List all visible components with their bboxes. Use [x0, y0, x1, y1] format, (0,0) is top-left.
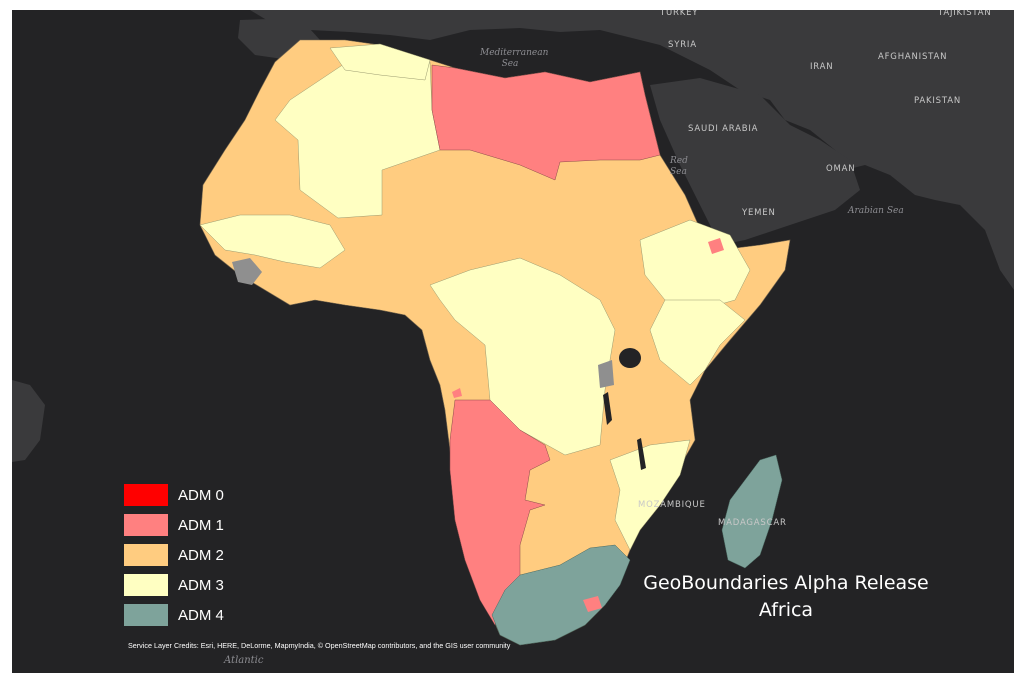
- water-label-arabian-sea: Arabian Sea: [848, 206, 904, 216]
- region-mozambique: [609, 439, 691, 551]
- legend-swatch-adm3: [124, 574, 168, 596]
- map-title: GeoBoundaries Alpha Release Africa: [616, 570, 956, 624]
- water-label-mediterranean: Mediterranean Sea: [480, 48, 549, 69]
- water-label-red-sea: Red Sea: [670, 156, 688, 177]
- map-title-line2: Africa: [758, 599, 814, 621]
- region-djibouti: [708, 238, 724, 254]
- region-rwanda-burundi: [598, 360, 614, 388]
- country-label-pakistan: PAKISTAN: [914, 96, 961, 106]
- country-label-madagascar: MADAGASCAR: [718, 518, 787, 528]
- legend-label-adm2: ADM 2: [178, 547, 224, 564]
- basemap-south-america-edge: [12, 380, 45, 462]
- legend-label-adm1: ADM 1: [178, 517, 224, 534]
- legend-label-adm4: ADM 4: [178, 607, 224, 624]
- country-label-oman: OMAN: [826, 164, 856, 174]
- map-title-line1: GeoBoundaries Alpha Release: [643, 572, 929, 594]
- country-label-afghanistan: AFGHANISTAN: [878, 52, 948, 62]
- region-angola-namibia: [449, 399, 551, 626]
- country-label-turkey: TURKEY: [660, 10, 699, 18]
- basemap-arabian-peninsula: [650, 78, 860, 245]
- country-label-syria: SYRIA: [668, 40, 697, 50]
- country-label-iran: IRAN: [810, 62, 834, 72]
- country-label-mozambique: MOZAMBIQUE: [638, 500, 706, 510]
- region-madagascar: [721, 454, 783, 569]
- lake-tanganyika: [603, 392, 612, 425]
- country-label-saudi-arabia: SAUDI ARABIA: [688, 124, 759, 134]
- region-tunisia-coast: [329, 43, 431, 81]
- water-label-atlantic: Atlantic: [224, 655, 264, 666]
- lake-victoria: [619, 348, 641, 368]
- legend-label-adm0: ADM 0: [178, 487, 224, 504]
- legend-swatch-adm0: [124, 484, 168, 506]
- country-label-yemen: YEMEN: [742, 208, 776, 218]
- service-layer-credits: Service Layer Credits: Esri, HERE, DeLor…: [128, 641, 511, 650]
- region-west-africa: [199, 214, 346, 269]
- region-ethiopia: [639, 219, 751, 311]
- country-label-tajikistan: TAJIKISTAN: [938, 10, 992, 18]
- legend-swatch-adm2: [124, 544, 168, 566]
- legend-swatch-adm1: [124, 514, 168, 536]
- legend-label-adm3: ADM 3: [178, 577, 224, 594]
- region-south-africa: [491, 544, 631, 646]
- map-frame[interactable]: TURKEY TAJIKISTAN SYRIA IRAN AFGHANISTAN…: [12, 10, 1014, 673]
- region-central-africa: [429, 257, 616, 456]
- region-gambia: [452, 388, 462, 398]
- region-east-africa: [649, 299, 746, 386]
- lake-malawi: [637, 438, 646, 470]
- region-sierra-leone: [232, 258, 262, 285]
- basemap-eurasia: [250, 10, 1014, 290]
- legend-swatch-adm4: [124, 604, 168, 626]
- region-libya-egypt: [431, 64, 661, 181]
- map-canvas[interactable]: [12, 10, 1014, 673]
- region-lesotho: [583, 596, 602, 612]
